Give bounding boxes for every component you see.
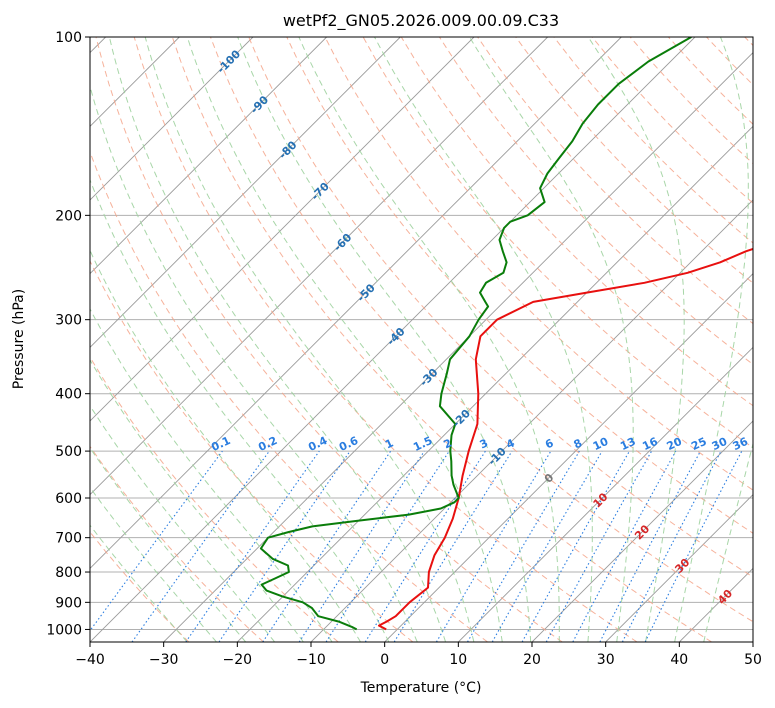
x-tick-label: 20 — [523, 652, 541, 668]
moist-adiabat-line — [186, 37, 503, 642]
mixing-ratio-line — [644, 450, 743, 642]
isotherm-line — [237, 125, 753, 642]
y-tick-label: 600 — [55, 491, 82, 507]
isotherm-line — [90, 37, 254, 201]
mixing-ratio-line — [572, 450, 677, 642]
dry-adiabat-line — [286, 37, 753, 534]
mixing-ratio-label: 10 — [591, 435, 611, 453]
moist-adiabat-line — [90, 404, 276, 642]
isotherm-line — [90, 37, 622, 569]
dry-adiabat-line — [210, 37, 753, 623]
isotherm-line — [458, 346, 753, 642]
dry-adiabat-line — [324, 37, 753, 491]
y-tick-label: 900 — [55, 595, 82, 611]
isotherm-line — [531, 420, 753, 642]
moist-adiabat-line — [703, 441, 753, 642]
x-tick-label: −40 — [75, 652, 105, 668]
moist-adiabat-line — [90, 178, 390, 642]
y-axis-label: Pressure (hPa) — [11, 289, 27, 389]
x-tick-label: −30 — [149, 652, 179, 668]
x-tick-label: 30 — [597, 652, 615, 668]
moist-adiabat-line — [90, 84, 418, 642]
y-tick-label: 500 — [55, 444, 82, 460]
x-tick-label: 0 — [380, 652, 389, 668]
x-tick-label: 10 — [449, 652, 467, 668]
y-tick-label: 300 — [55, 313, 82, 329]
mixing-ratio-label: 20 — [665, 435, 685, 453]
dry-adiabat-line — [95, 37, 563, 642]
y-tick-label: 100 — [55, 30, 82, 46]
moist-adiabat-line — [90, 447, 247, 642]
mixing-ratio-line — [325, 450, 450, 642]
y-tick-label: 400 — [55, 387, 82, 403]
mixing-ratio-line — [298, 450, 425, 642]
mixing-ratio-line — [545, 450, 653, 642]
isotherm-line — [90, 37, 401, 348]
dry-adiabat-line — [248, 37, 753, 578]
dry-adiabat-line — [171, 37, 712, 642]
dry-adiabat-line — [515, 37, 753, 284]
moist-adiabat-line — [674, 37, 749, 642]
moist-adiabat-line — [237, 37, 532, 642]
isotherm-line — [90, 37, 548, 496]
mixing-ratio-line — [90, 450, 223, 632]
isotherm-line — [384, 273, 753, 642]
temperature-profile-line — [378, 247, 753, 631]
y-tick-label: 700 — [55, 531, 82, 547]
dewpoint-profile-line — [259, 37, 692, 631]
mixing-ratio-line — [185, 450, 320, 642]
y-tick-label: 800 — [55, 565, 82, 581]
dry-adiabat-line — [90, 445, 264, 642]
x-tick-label: 50 — [744, 652, 762, 668]
x-axis-label: Temperature (°C) — [360, 680, 482, 696]
moist-adiabat-line — [90, 524, 188, 642]
mixing-ratio-line — [131, 450, 270, 642]
x-tick-label: −20 — [223, 652, 253, 668]
moist-adiabat-line — [374, 37, 593, 642]
moist-adiabat-line — [90, 486, 217, 642]
plot-frame — [89, 36, 754, 643]
dry-adiabat-line — [90, 356, 339, 642]
mixing-ratio-label: 30 — [710, 435, 730, 453]
moist-adiabat-line — [90, 358, 304, 642]
chart-title: wetPf2_GN05.2026.009.00.09.C33 — [283, 11, 559, 31]
moist-adiabat-line — [90, 249, 362, 642]
mixing-ratio-line — [218, 450, 351, 642]
moist-adiabat-line — [587, 37, 685, 642]
y-tick-label: 1000 — [46, 622, 82, 638]
moist-adiabat-line — [298, 37, 560, 642]
mixing-ratio-line — [393, 450, 513, 642]
y-tick-label: 200 — [55, 208, 82, 224]
mixing-ratio-label: 13 — [618, 435, 637, 453]
x-tick-label: −10 — [296, 652, 326, 668]
mixing-ratio-label: 36 — [731, 435, 751, 453]
moist-adiabat-line — [108, 37, 446, 642]
dry-adiabat-line — [90, 259, 414, 642]
moist-adiabat-line — [144, 37, 475, 642]
mixing-ratio-line — [521, 450, 630, 642]
dry-adiabat-line — [133, 37, 638, 642]
isotherm-line — [90, 37, 327, 275]
isotherm-line — [605, 494, 753, 642]
x-tick-label: 40 — [670, 652, 688, 668]
mixing-ratio-label: 25 — [689, 435, 708, 453]
mixing-ratio-label: 16 — [640, 435, 660, 453]
moist-adiabat-line — [90, 308, 333, 642]
mixing-ratio-line — [262, 450, 392, 642]
